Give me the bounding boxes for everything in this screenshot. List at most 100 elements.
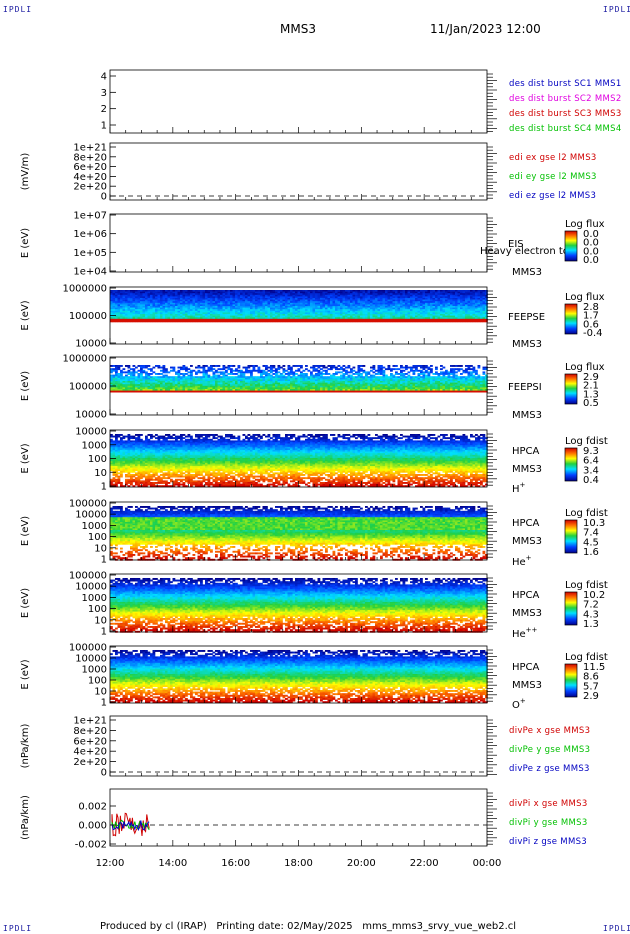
legend-entry: edi ey gse l2 MMS3 — [509, 172, 597, 182]
spectrogram-cell — [245, 320, 248, 322]
spectrogram-cell — [140, 320, 143, 322]
y-tick-label: 1e+04 — [73, 267, 107, 278]
spectrogram-cell — [233, 320, 236, 322]
spectrogram-cell — [250, 320, 253, 322]
spectrogram-cell — [123, 320, 126, 322]
y-tick-label: 1e+07 — [73, 211, 107, 222]
spectrogram-cell — [113, 320, 116, 322]
spectrogram-cell — [145, 320, 148, 322]
spectrogram-cell — [173, 320, 176, 322]
legend-entry: des dist burst SC2 MMS2 — [509, 94, 622, 104]
spectrogram-cell — [120, 320, 123, 322]
y-tick-label: 0 — [101, 192, 107, 203]
spectrogram-cell — [273, 320, 276, 322]
spectrogram-cell — [283, 320, 286, 322]
spectrogram-cell — [243, 320, 246, 322]
panel-edi: 1e+218e+206e+204e+202e+200(mV/m) edi ex g… — [20, 143, 597, 203]
panel-frame — [110, 214, 487, 272]
spectrogram-cell — [205, 320, 208, 322]
spectrogram-cell — [203, 320, 206, 322]
legend-entry: des dist burst SC1 MMS1 — [509, 79, 622, 89]
spectrogram-cell — [265, 320, 268, 322]
mms-summary-plot: 4 3 2 1 des dist burst SC1 MMS1 des dist burs… — [0, 0, 630, 934]
spectrogram-cell — [260, 320, 263, 322]
spectrogram-cell — [298, 320, 301, 322]
panel-frame — [110, 143, 487, 200]
spectrogram-cell — [200, 320, 203, 322]
spectrogram-cell — [255, 320, 258, 322]
spectrogram-cell — [163, 320, 166, 322]
spectrogram-cell — [300, 320, 303, 322]
y-tick-label: 3 — [101, 88, 107, 99]
spectrogram-cell — [295, 320, 298, 322]
spectrogram-cell — [110, 320, 113, 322]
y-tick-label: 1 — [101, 121, 107, 132]
panel-eis: 1e+071e+061e+051e+04E (eV) EISMMS3Heavy e… — [20, 211, 605, 279]
spectrogram-cell — [308, 320, 311, 322]
spectrogram-cell — [235, 320, 238, 322]
y-tick-label: 1e+06 — [73, 229, 107, 240]
spectrogram-cell — [193, 320, 196, 322]
spectrogram-cell — [180, 320, 183, 322]
colorbar — [565, 231, 577, 261]
legend-entry: edi ex gse l2 MMS3 — [509, 153, 597, 163]
spectrogram-cell — [158, 320, 161, 322]
y-axis-label: (mV/m) — [20, 153, 31, 191]
spectrogram-cell — [280, 320, 283, 322]
spectrogram-cell — [223, 320, 226, 322]
spectrogram-cell — [285, 320, 288, 322]
spacecraft-label: MMS3 — [512, 267, 542, 278]
spectrogram-cell — [278, 320, 281, 322]
spectrogram-cell — [198, 320, 201, 322]
spectrogram-cell — [218, 320, 221, 322]
spectrogram-cell — [170, 320, 173, 322]
spectrogram-cell — [225, 320, 228, 322]
panel-frame — [110, 70, 487, 133]
colorbar-tick-label: 0.0 — [583, 255, 599, 266]
spectrogram-cell — [150, 320, 153, 322]
spectrogram-cell — [228, 320, 231, 322]
spectrogram-cell — [165, 320, 168, 322]
legend-entry: edi ez gse l2 MMS3 — [509, 191, 596, 201]
y-tick-label: 1e+05 — [73, 248, 107, 259]
spectrogram-cell — [290, 320, 293, 322]
y-axis-label: E (eV) — [20, 228, 31, 258]
legend-entry: des dist burst SC3 MMS3 — [509, 109, 622, 119]
spectrogram-cell — [183, 320, 186, 322]
spectrogram-cell — [210, 320, 213, 322]
spectrogram-cell — [275, 320, 278, 322]
spectrogram-cell — [128, 320, 131, 322]
spectrogram-cell — [153, 320, 156, 322]
spectrogram-cell — [168, 320, 171, 322]
overlay-label: Heavy electron to — [480, 246, 569, 257]
spectrogram-cell — [135, 320, 138, 322]
spectrogram-cell — [185, 320, 188, 322]
spectrogram-cell — [213, 320, 216, 322]
spectrogram-cell — [208, 320, 211, 322]
spectrogram-cell — [303, 320, 306, 322]
spectrogram-cell — [178, 320, 181, 322]
spectrogram-cell — [125, 320, 128, 322]
spectrogram-cell — [310, 320, 313, 322]
spectrogram-cell — [263, 320, 266, 322]
spectrogram-cell — [253, 320, 256, 322]
spectrogram-cell — [288, 320, 291, 322]
spectrogram-cell — [270, 320, 273, 322]
spectrogram-cell — [215, 320, 218, 322]
spectrogram-cell — [293, 320, 296, 322]
legend-entry: des dist burst SC4 MMS4 — [509, 124, 622, 134]
spectrogram-cell — [118, 320, 121, 322]
spectrogram-cell — [230, 320, 233, 322]
spectrogram-cell — [155, 320, 158, 322]
spectrogram-cell — [190, 320, 193, 322]
y-tick-label: 2 — [101, 104, 107, 115]
spectrogram-cell — [313, 320, 316, 322]
spectrogram-cell — [188, 320, 191, 322]
spectrogram-cell — [240, 320, 243, 322]
spectrogram-cell — [143, 320, 146, 322]
spectrogram-cell — [258, 320, 261, 322]
y-tick-label: 4 — [101, 72, 107, 83]
spectrogram-cell — [160, 320, 163, 322]
spectrogram-cell — [220, 320, 223, 322]
spectrogram-cell — [138, 320, 141, 322]
